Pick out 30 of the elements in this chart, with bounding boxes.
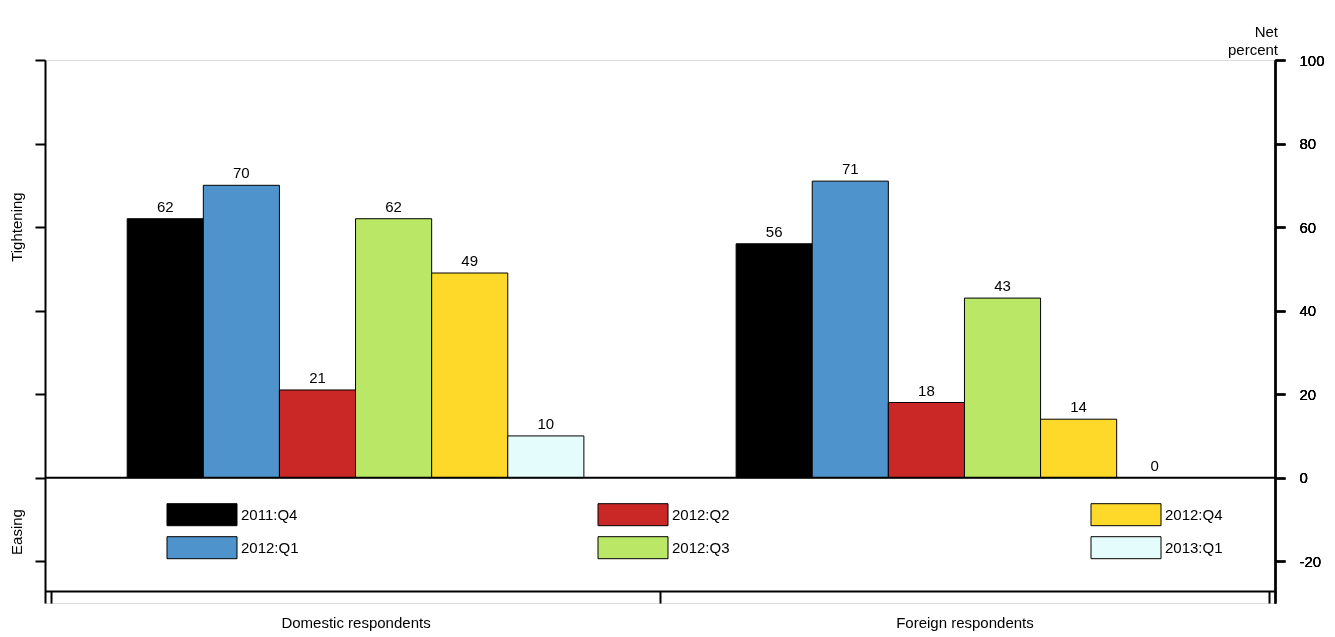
y-tick-label: -20 — [1299, 552, 1322, 570]
data-label: 43 — [994, 277, 1011, 295]
data-label: 71 — [841, 160, 859, 178]
y-tick-label: 60 — [1299, 218, 1317, 236]
data-label: 56 — [765, 222, 783, 240]
y2-axis-title: Net percent — [1227, 23, 1279, 58]
y-tick-label: 80 — [1299, 135, 1317, 153]
legend-label: 2013:Q1 — [1165, 538, 1223, 556]
y-tick-label: 20 — [1299, 385, 1317, 403]
y-tick-label: 0 — [1299, 469, 1308, 487]
text: Easing — [8, 509, 25, 555]
legend-label: 2012:Q4 — [1165, 505, 1223, 523]
x-tick-label: Foreign respondents — [896, 613, 1034, 631]
legend-label: 2012:Q1 — [241, 538, 299, 556]
data-label: 62 — [156, 197, 174, 215]
data-label: 49 — [461, 252, 479, 270]
y-tick-label: 40 — [1299, 302, 1317, 320]
data-label: 21 — [309, 368, 326, 386]
data-label: 18 — [918, 381, 935, 399]
data-label: 70 — [233, 164, 250, 182]
legend-label: 2012:Q2 — [672, 505, 730, 523]
x-tick-label: Domestic respondents — [281, 613, 431, 631]
data-label: 62 — [385, 197, 402, 215]
y-axis-title: Tightening — [8, 192, 25, 262]
data-label: 14 — [1070, 398, 1087, 416]
data-label: 10 — [537, 414, 555, 432]
legend-label: 2012:Q3 — [672, 538, 730, 556]
legend-label: 2011:Q4 — [241, 505, 298, 523]
y-tick-label: 100 — [1299, 51, 1325, 69]
data-label: 0 — [1150, 456, 1159, 474]
